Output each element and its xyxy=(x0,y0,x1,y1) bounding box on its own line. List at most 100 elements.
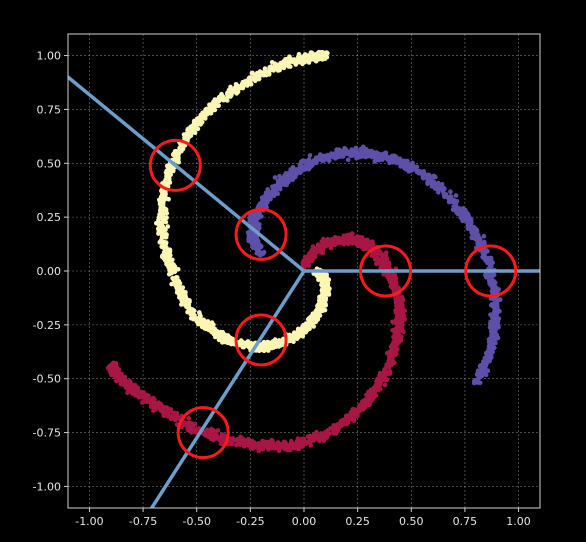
data-point xyxy=(197,315,202,321)
data-point xyxy=(111,360,116,366)
data-point xyxy=(315,308,320,313)
data-point xyxy=(366,241,372,247)
data-point xyxy=(139,394,145,400)
data-point xyxy=(256,348,262,354)
data-point xyxy=(336,423,341,429)
x-tick-label: 1.00 xyxy=(506,515,531,528)
data-point xyxy=(246,436,251,442)
data-point xyxy=(320,436,325,442)
data-point xyxy=(203,110,209,115)
data-point xyxy=(207,431,213,436)
data-point xyxy=(376,387,382,393)
y-tick-label: 1.00 xyxy=(37,50,62,63)
data-point xyxy=(193,125,198,130)
data-point xyxy=(249,242,255,247)
data-point xyxy=(372,150,377,155)
data-point xyxy=(164,211,170,216)
data-point xyxy=(298,170,303,176)
data-point xyxy=(186,135,191,141)
data-point xyxy=(469,231,475,236)
y-tick-label: -1.00 xyxy=(33,480,61,493)
data-point xyxy=(158,403,164,409)
data-point xyxy=(293,172,299,177)
data-point xyxy=(277,67,282,73)
data-point xyxy=(295,329,300,335)
data-point xyxy=(304,327,310,333)
data-point xyxy=(350,231,355,236)
data-point xyxy=(307,153,313,158)
data-point xyxy=(299,441,304,446)
data-point xyxy=(496,324,501,330)
data-point xyxy=(203,326,209,332)
data-point xyxy=(255,245,261,251)
data-point xyxy=(376,379,382,385)
data-point xyxy=(157,199,163,205)
data-point xyxy=(248,217,254,222)
data-point xyxy=(245,83,250,88)
data-point xyxy=(163,219,169,225)
data-point xyxy=(188,312,193,317)
data-point xyxy=(269,60,275,65)
data-point xyxy=(325,50,330,56)
data-point xyxy=(133,389,138,395)
x-axis-ticks: -1.00 -0.75 -0.50 -0.25 0.00 0.25 0.50 0.75 1.00 xyxy=(75,508,531,528)
data-point xyxy=(189,421,194,426)
data-point xyxy=(172,269,178,275)
data-point xyxy=(492,321,497,327)
data-point xyxy=(333,152,338,157)
data-point xyxy=(157,239,163,245)
data-point xyxy=(432,186,438,191)
data-point xyxy=(301,322,306,328)
data-point xyxy=(128,380,134,386)
data-point xyxy=(383,253,389,259)
data-point xyxy=(175,415,181,420)
data-point xyxy=(174,158,179,164)
data-point xyxy=(393,310,399,315)
data-point xyxy=(216,98,222,104)
data-point xyxy=(285,57,291,63)
data-point xyxy=(463,217,469,223)
data-point xyxy=(209,426,214,432)
data-point xyxy=(487,346,492,352)
data-point xyxy=(180,289,186,294)
highlight-circle xyxy=(359,244,413,298)
data-point xyxy=(392,340,398,346)
data-point xyxy=(487,340,493,346)
data-point xyxy=(164,261,169,267)
data-point xyxy=(383,151,389,157)
data-point xyxy=(248,235,254,240)
data-point xyxy=(402,165,407,171)
highlight-circle xyxy=(464,244,518,298)
data-point xyxy=(268,66,274,71)
data-point xyxy=(213,431,218,436)
y-tick-label: 0.00 xyxy=(37,265,62,278)
data-point xyxy=(477,364,483,369)
data-point xyxy=(143,393,149,399)
data-point xyxy=(234,442,239,448)
data-point xyxy=(375,155,380,161)
data-point xyxy=(463,213,469,218)
data-point xyxy=(341,242,347,247)
data-point xyxy=(488,255,494,261)
data-point xyxy=(345,415,351,420)
data-point xyxy=(227,88,233,94)
data-point xyxy=(171,277,176,282)
data-point xyxy=(493,313,499,318)
data-point xyxy=(160,216,166,222)
data-point xyxy=(487,337,493,342)
data-point xyxy=(157,227,162,233)
data-point xyxy=(176,150,182,156)
data-point xyxy=(236,438,241,444)
data-point xyxy=(342,146,347,151)
data-point xyxy=(292,446,298,451)
data-point xyxy=(354,156,359,161)
data-point xyxy=(163,254,168,259)
data-point xyxy=(211,322,216,328)
data-point xyxy=(384,250,389,255)
data-point xyxy=(225,98,230,103)
data-point xyxy=(468,220,474,226)
data-point xyxy=(179,302,184,307)
data-point xyxy=(278,63,283,69)
data-point xyxy=(467,216,473,222)
data-point xyxy=(218,441,224,447)
